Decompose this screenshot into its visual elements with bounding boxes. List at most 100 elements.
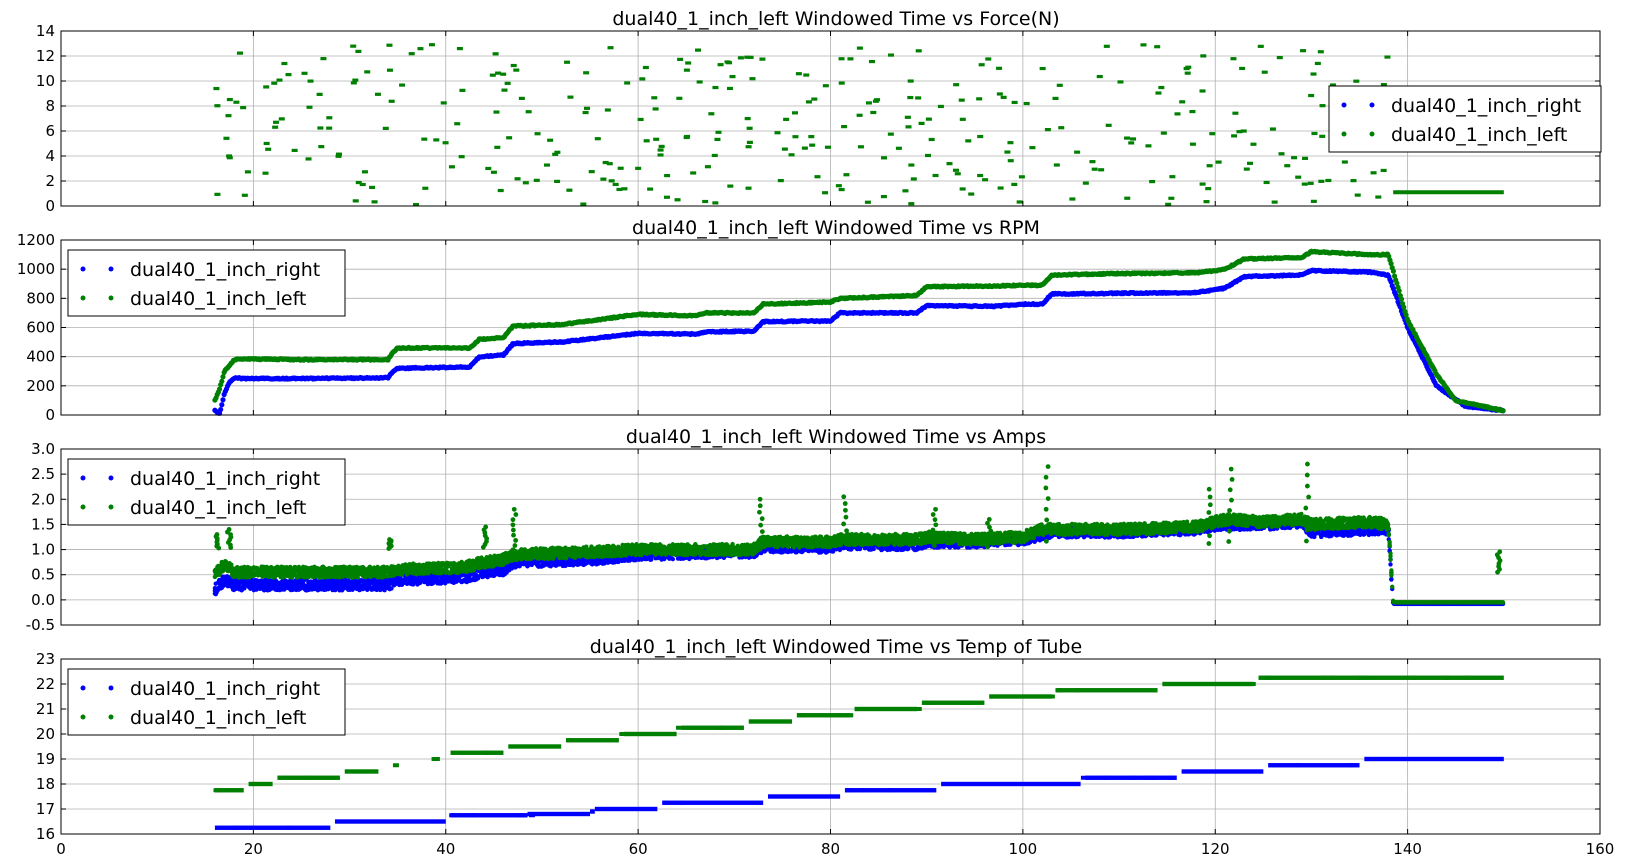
rpm-point-left — [1396, 288, 1402, 294]
force-point — [1236, 130, 1243, 134]
force-point — [749, 77, 756, 81]
force-point — [674, 198, 681, 202]
force-point — [937, 104, 944, 109]
force-point — [1278, 152, 1285, 156]
force-point — [305, 157, 312, 161]
y-tick-label: 1000 — [17, 260, 55, 278]
y-tick-label: 1200 — [17, 231, 55, 249]
force-point — [1165, 202, 1172, 206]
rpm-point-left — [1398, 296, 1405, 302]
force-point — [262, 171, 269, 175]
force-point — [1243, 167, 1250, 171]
force-point — [448, 165, 455, 169]
force-point — [880, 194, 887, 199]
force-point — [1168, 196, 1175, 200]
force-point — [838, 81, 845, 85]
force-point — [685, 61, 692, 65]
force-point — [1145, 144, 1152, 148]
force-point — [1314, 61, 1321, 66]
force-legend-box — [1328, 85, 1602, 153]
force-point — [1179, 100, 1186, 104]
force-point — [712, 201, 719, 205]
force-point — [417, 47, 424, 51]
force-point — [1310, 199, 1317, 203]
force-point — [326, 116, 333, 120]
force-point — [663, 195, 670, 199]
force-point — [386, 43, 393, 47]
force-point — [492, 52, 499, 56]
force-point — [702, 199, 709, 204]
force-point — [801, 146, 808, 150]
y-tick-label: 600 — [26, 319, 55, 337]
force-point — [612, 182, 619, 187]
force-point — [968, 192, 975, 196]
force-point — [783, 117, 790, 121]
force-point — [868, 59, 875, 64]
legend-entry-left: dual40_1_inch_left — [1341, 124, 1567, 146]
y-tick-label: 8 — [45, 97, 55, 115]
y-tick-label: 2 — [45, 172, 55, 190]
force-point — [1353, 79, 1360, 83]
force-point — [803, 73, 810, 77]
force-point — [335, 152, 342, 156]
force-point — [824, 145, 831, 149]
force-point — [497, 188, 504, 193]
y-tick-label: 12 — [36, 47, 55, 65]
force-point — [1007, 141, 1014, 145]
force-point — [600, 177, 607, 181]
force-point-run — [1393, 190, 1504, 195]
force-point — [1011, 100, 1018, 105]
force-point — [355, 49, 362, 53]
force-point — [747, 55, 754, 59]
force-point — [226, 156, 233, 160]
force-point — [307, 79, 314, 83]
force-point — [1370, 171, 1377, 175]
force-point — [1318, 179, 1325, 183]
force-point — [683, 135, 690, 140]
force-point — [1158, 85, 1165, 90]
force-point — [582, 110, 589, 115]
force-point — [1203, 200, 1210, 204]
force-point — [608, 179, 615, 183]
force-point — [421, 137, 428, 141]
force-point — [240, 106, 247, 110]
force-point — [902, 189, 909, 193]
force-point — [291, 148, 298, 153]
rpm-point-right — [219, 402, 225, 408]
force-point — [1149, 179, 1156, 184]
rpm-point-right — [220, 397, 226, 403]
force-point — [382, 126, 389, 130]
force-point — [958, 98, 965, 102]
y-tick-label: 800 — [26, 289, 55, 307]
force-point — [932, 173, 939, 178]
force-point — [954, 172, 961, 176]
force-point — [737, 56, 744, 60]
force-point — [428, 43, 435, 47]
force-point — [907, 95, 914, 100]
force-point — [583, 71, 590, 75]
force-point — [442, 141, 449, 145]
force-point — [241, 193, 248, 197]
force-point — [746, 140, 753, 144]
force-point — [1302, 156, 1309, 160]
force-point — [458, 155, 465, 159]
force-point — [982, 178, 989, 182]
force-point — [781, 147, 788, 151]
force-point — [658, 144, 665, 149]
force-point — [708, 112, 715, 116]
rpm-point-left — [220, 374, 226, 380]
force-point — [371, 200, 378, 204]
force-point — [1018, 175, 1025, 179]
force-point — [504, 81, 511, 85]
force-point — [1384, 55, 1391, 59]
force-point — [1209, 132, 1216, 136]
force-point — [352, 78, 359, 82]
rpm-legend: dual40_1_inch_right dual40_1_inch_left — [67, 249, 346, 317]
legend-marker-left — [1369, 131, 1375, 137]
amps-point-right — [670, 556, 676, 562]
force-point — [907, 79, 914, 83]
force-point — [843, 173, 850, 177]
force-point — [795, 72, 802, 76]
force-point — [1276, 56, 1283, 60]
subplot-rpm: dual40_1_inch_left Windowed Time vs RPM … — [17, 217, 1601, 424]
